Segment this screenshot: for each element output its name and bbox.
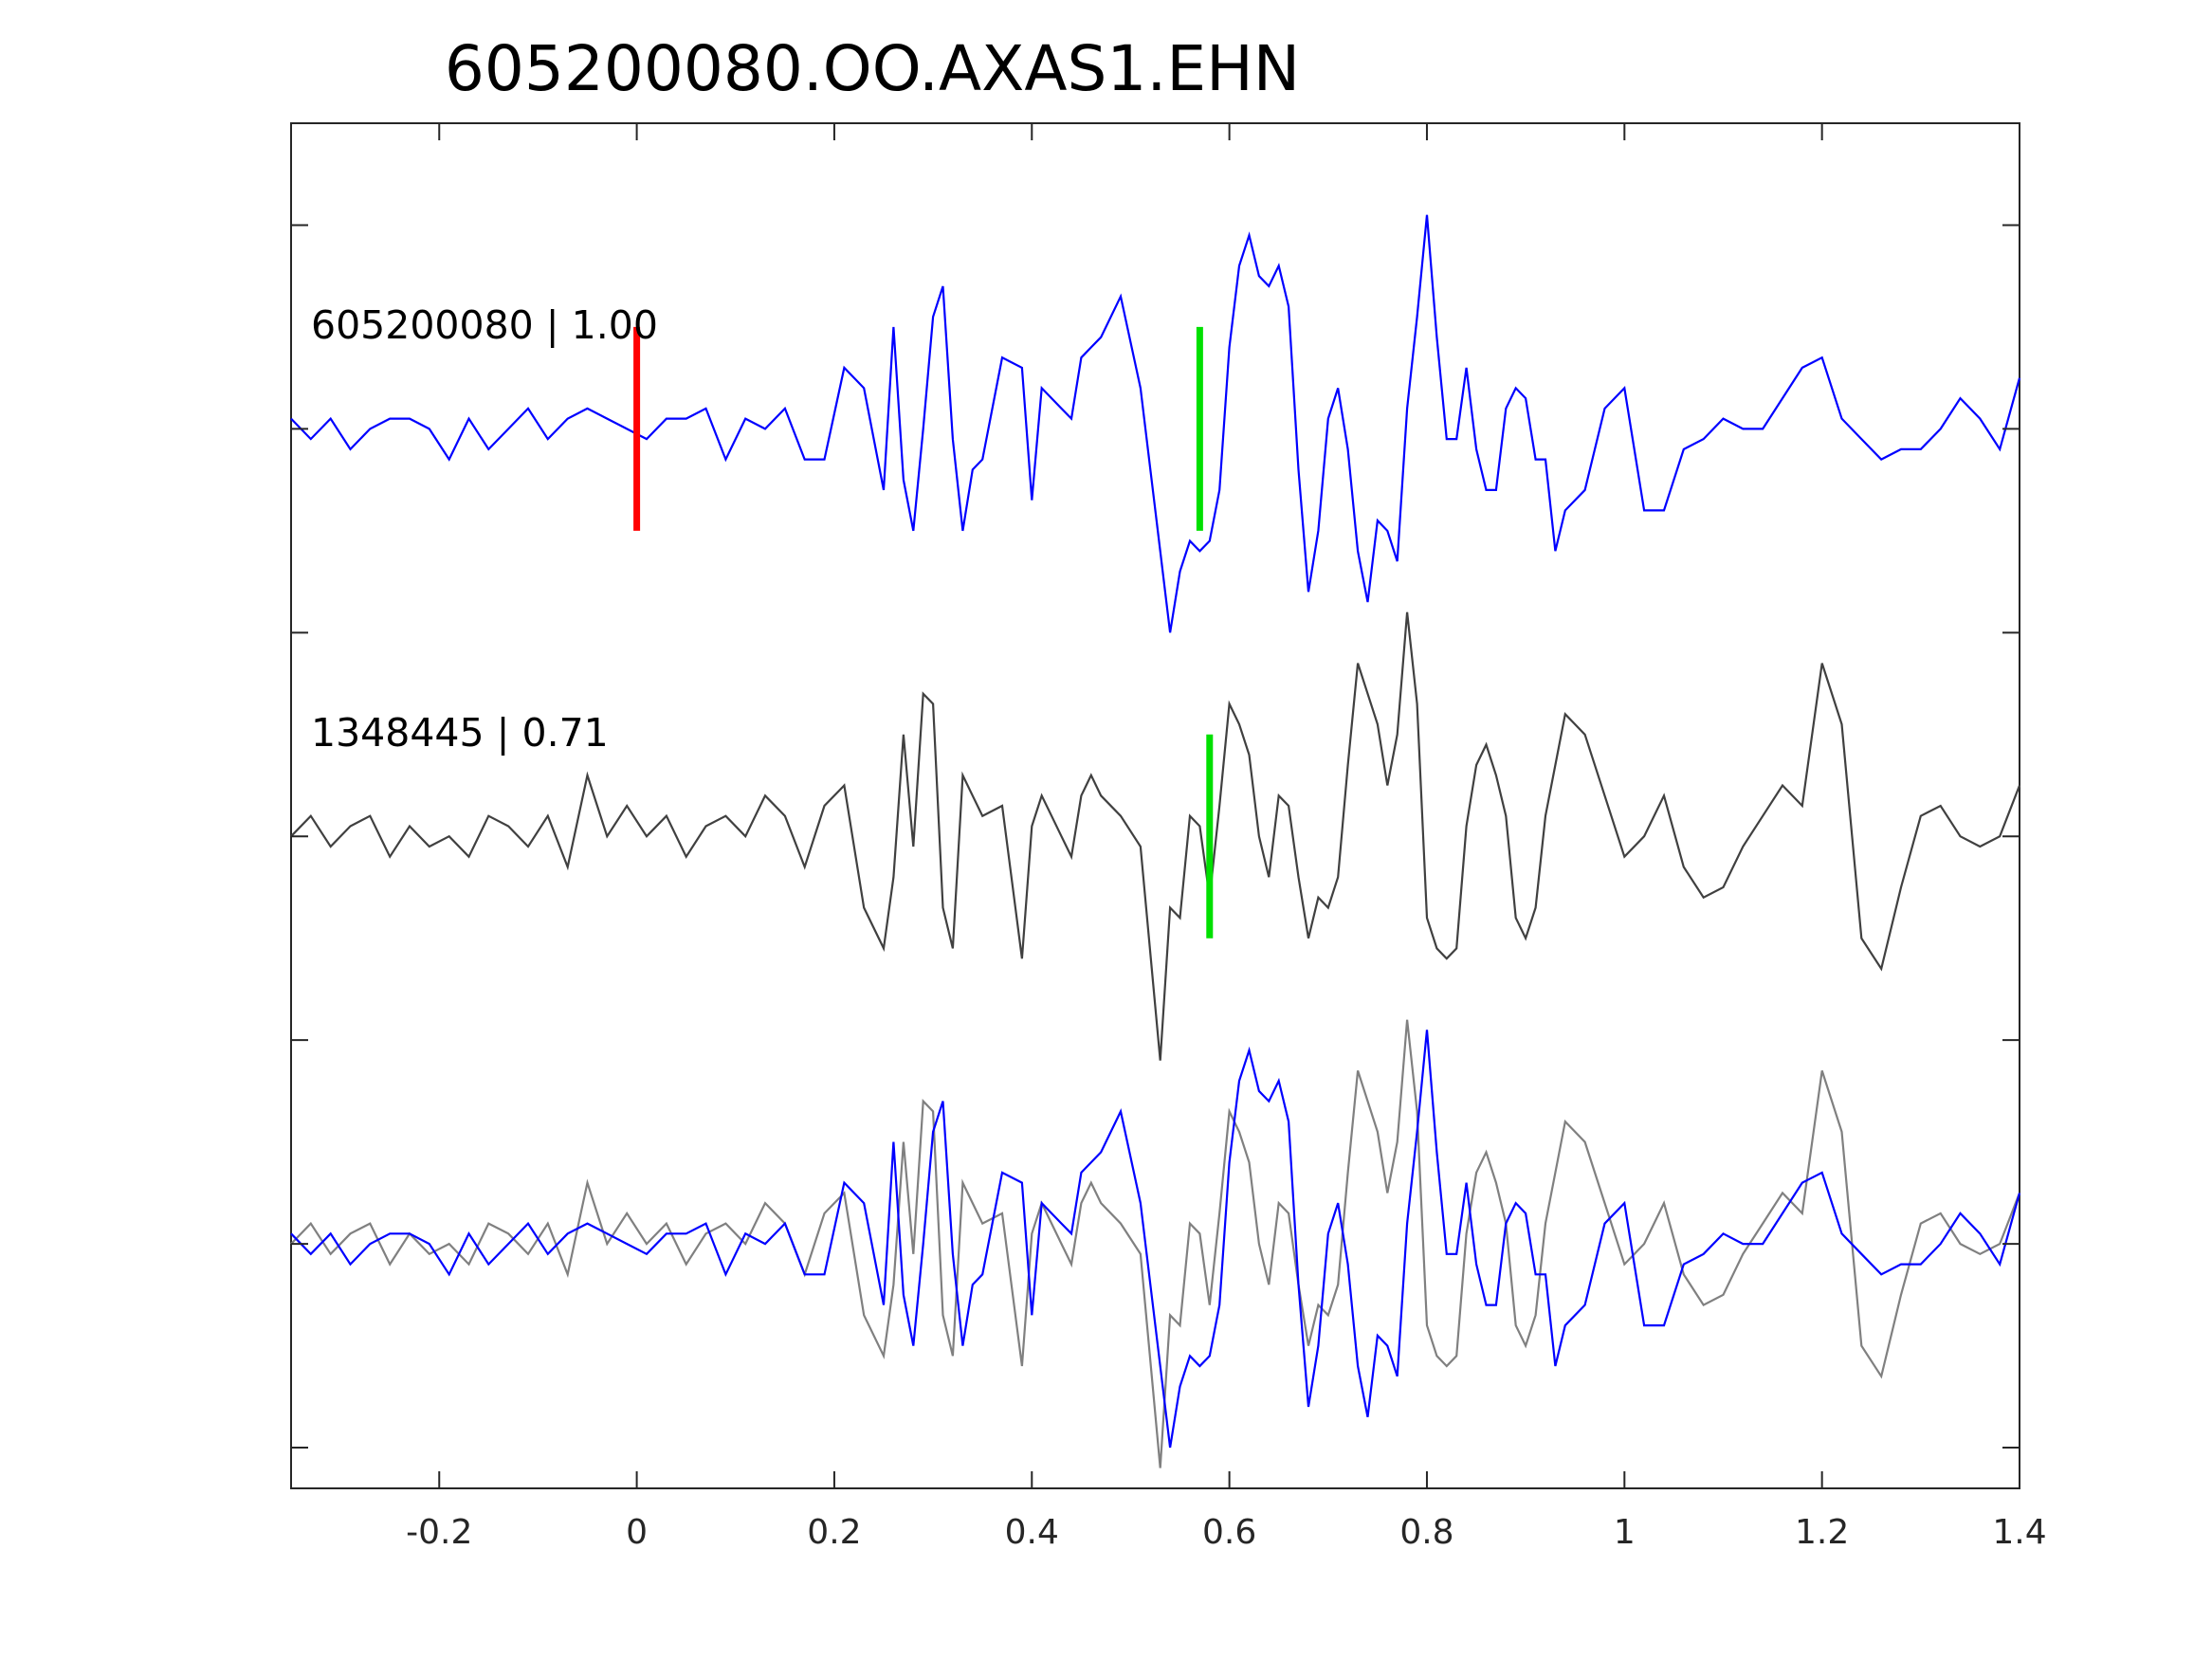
overlay-detection-line <box>290 1019 2021 1468</box>
overlay-template-line <box>290 1030 2021 1449</box>
x-tick-label: 1.4 <box>1992 1513 2046 1552</box>
x-tick-label: 1.2 <box>1795 1513 1849 1552</box>
x-tick-label: 0.6 <box>1202 1513 1256 1552</box>
plot-area: -0.2 0 0.2 0.4 0.6 0.8 1 1.2 1.4 605200080 | 1.0… <box>290 122 2047 1552</box>
axis-ticks-group: -0.2 0 0.2 0.4 0.6 0.8 1 1.2 1.4 <box>291 123 2047 1552</box>
phase-picks-group <box>633 326 1214 939</box>
detection-trace-line <box>290 611 2021 1061</box>
trace-labels-group: 605200080 | 1.00 1348445 | 0.71 <box>311 302 658 756</box>
trace-label-2: 1348445 | 0.71 <box>311 710 609 756</box>
template-trace-line <box>290 214 2021 633</box>
x-tick-label: 0 <box>626 1513 648 1552</box>
x-tick-label: 0.2 <box>807 1513 861 1552</box>
x-tick-label: 0.4 <box>1005 1513 1059 1552</box>
traces-group <box>290 214 2021 1468</box>
x-tick-label: 0.8 <box>1399 1513 1453 1552</box>
axes-box <box>290 122 2020 1489</box>
trace-label-1: 605200080 | 1.00 <box>311 302 658 348</box>
x-tick-label: 1 <box>1614 1513 1636 1552</box>
chart-title: 605200080.OO.AXAS1.EHN <box>445 32 1300 105</box>
x-tick-label: -0.2 <box>406 1513 472 1552</box>
